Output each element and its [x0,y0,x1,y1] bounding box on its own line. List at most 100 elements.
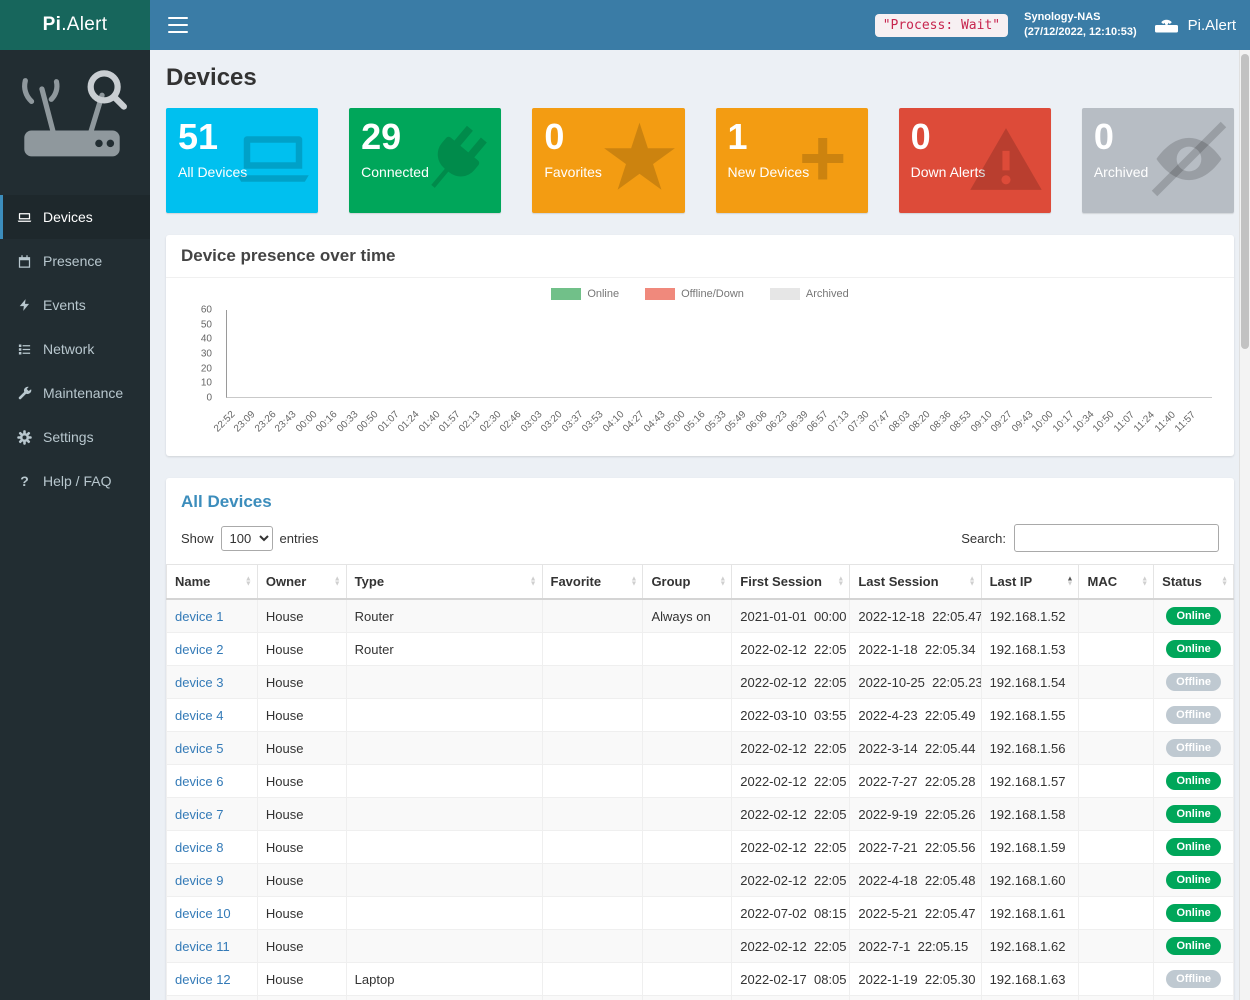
sidebar-item-label: Help / FAQ [43,473,112,489]
cell-first_session: 2022-07-02 08:15 [731,896,851,930]
status-badge: Offline [1166,673,1221,691]
cell-last_session: 2022-10-25 22:05.23 [849,665,982,699]
cell-type [345,731,543,765]
cell-owner: House [256,929,347,963]
cell-type [345,995,543,1000]
column-header-status[interactable]: Status ▲ ▼ [1153,564,1234,600]
device-link[interactable]: device 10 [175,905,231,921]
sidebar-item-label: Presence [43,253,103,269]
warning-icon [967,120,1045,198]
card-all-devices[interactable]: 51 All Devices [166,108,319,213]
cell-owner: House [256,764,347,798]
cell-type [345,830,543,864]
bolt-icon [16,298,33,312]
column-header-name[interactable]: Name ▲ ▼ [166,564,258,600]
scrollbar-thumb[interactable] [1241,54,1249,349]
column-header-mac[interactable]: MAC ▲ ▼ [1078,564,1155,600]
device-link[interactable]: device 6 [175,773,224,789]
sidebar-item-help[interactable]: ? Help / FAQ [0,459,150,503]
device-link[interactable]: device 2 [175,641,224,657]
cell-owner: House [256,830,347,864]
cell-type [345,797,543,831]
status-badge: Offline [1166,739,1221,757]
column-header-group[interactable]: Group ▲ ▼ [642,564,733,600]
header-brand[interactable]: Pi.Alert [1153,13,1236,38]
legend-online: Online [551,288,619,300]
cell-owner: House [256,962,347,996]
cell-type [345,863,543,897]
device-row: device 10 House 2022-07-02 08:15 2022-5-21 … [166,896,1234,930]
column-header-type[interactable]: Type ▲ ▼ [345,564,543,600]
device-link[interactable]: device 12 [175,971,231,987]
cell-first_session: 2022-02-12 22:05 [731,665,851,699]
cell-mac [1078,929,1155,963]
sidebar-toggle-button[interactable] [164,15,192,35]
device-link[interactable]: device 9 [175,872,224,888]
device-row: device 13House2022-07-19 23:452022-8-28 … [166,995,1234,1000]
app-logo[interactable]: Pi.Alert [0,0,150,50]
device-link[interactable]: device 1 [175,608,224,624]
top-bar: Pi.Alert "Process: Wait" Synology-NAS (2… [0,0,1250,50]
header-brand-label: Pi.Alert [1187,16,1236,34]
cell-favorite [541,896,644,930]
table-controls: Show 100 entries Search: [166,516,1234,564]
column-header-last-session[interactable]: Last Session ▲ ▼ [849,564,982,600]
cell-last_ip: 192.168.1.57 [980,764,1080,798]
cell-last_session: 2022-5-21 22:05.47 [849,896,982,930]
sidebar-item-network[interactable]: Network [0,327,150,371]
presence-panel-title: Device presence over time [166,235,1234,278]
device-row: device 5 House 2022-02-12 22:05 2022-3-14 2… [166,731,1234,765]
host-name: Synology-NAS [1024,11,1101,24]
presence-chart-plot [226,310,1212,398]
device-link[interactable]: device 4 [175,707,224,723]
y-axis-label: 30 [200,348,212,360]
cell-type [345,896,543,930]
column-header-last-ip[interactable]: Last IP ▲ ▼ [980,564,1080,600]
cell-owner: House [256,632,347,666]
device-link[interactable]: device 7 [175,806,224,822]
column-header-first-session[interactable]: First Session ▲ ▼ [731,564,851,600]
pialert-logo-graphic [0,50,150,195]
sidebar-item-presence[interactable]: Presence [0,239,150,283]
sidebar-item-maintenance[interactable]: Maintenance [0,371,150,415]
column-header-favorite[interactable]: Favorite ▲ ▼ [541,564,644,600]
question-icon: ? [20,473,29,489]
cell-owner: House [256,797,347,831]
cell-group [642,896,733,930]
device-row: device 9 House 2022-02-12 22:05 2022-4-18 2… [166,863,1234,897]
cell-favorite [541,962,644,996]
cell-owner: House [256,598,347,633]
sidebar-item-events[interactable]: Events [0,283,150,327]
cell-last_ip: 192.168.1.52 [980,598,1080,633]
cell-favorite [541,731,644,765]
sidebar-item-settings[interactable]: Settings [0,415,150,459]
device-link[interactable]: device 5 [175,740,224,756]
card-favorites[interactable]: 0 Favorites ★ [532,108,685,213]
cell-group [642,962,733,996]
device-link[interactable]: device 11 [175,938,230,954]
devices-panel-title: All Devices [181,492,272,511]
card-label: Connected [361,163,429,180]
card-down-alerts[interactable]: 0 Down Alerts [898,108,1051,213]
cell-type [345,929,543,963]
vertical-scrollbar[interactable] [1239,50,1250,1000]
device-row: device 4 House 2022-03-10 03:55 2022-4-23 2… [166,698,1234,732]
navbar: "Process: Wait" Synology-NAS (27/12/2022… [150,0,1250,50]
page-size-select[interactable]: 100 [220,525,273,551]
network-icon [16,342,33,357]
gear-icon [16,429,33,445]
card-connected[interactable]: 29 Connected [349,108,502,213]
device-link[interactable]: device 8 [175,839,224,855]
status-badge: Online [1166,937,1221,955]
device-row: device 1 House Router Always on 2021-01-01 0… [166,598,1234,633]
cell-type: Laptop [345,962,543,996]
host-timestamp: (27/12/2022, 12:10:53) [1024,26,1137,38]
chart-legend: Online Offline/Down Archived [184,288,1216,300]
card-archived[interactable]: 0 Archived [1081,108,1234,213]
sidebar-item-devices[interactable]: Devices [0,195,150,239]
column-header-owner[interactable]: Owner ▲ ▼ [256,564,347,600]
page-title: Devices [166,64,257,91]
search-input[interactable] [1014,524,1219,552]
card-new-devices[interactable]: 1 New Devices + [715,108,868,213]
device-link[interactable]: device 3 [175,674,224,690]
